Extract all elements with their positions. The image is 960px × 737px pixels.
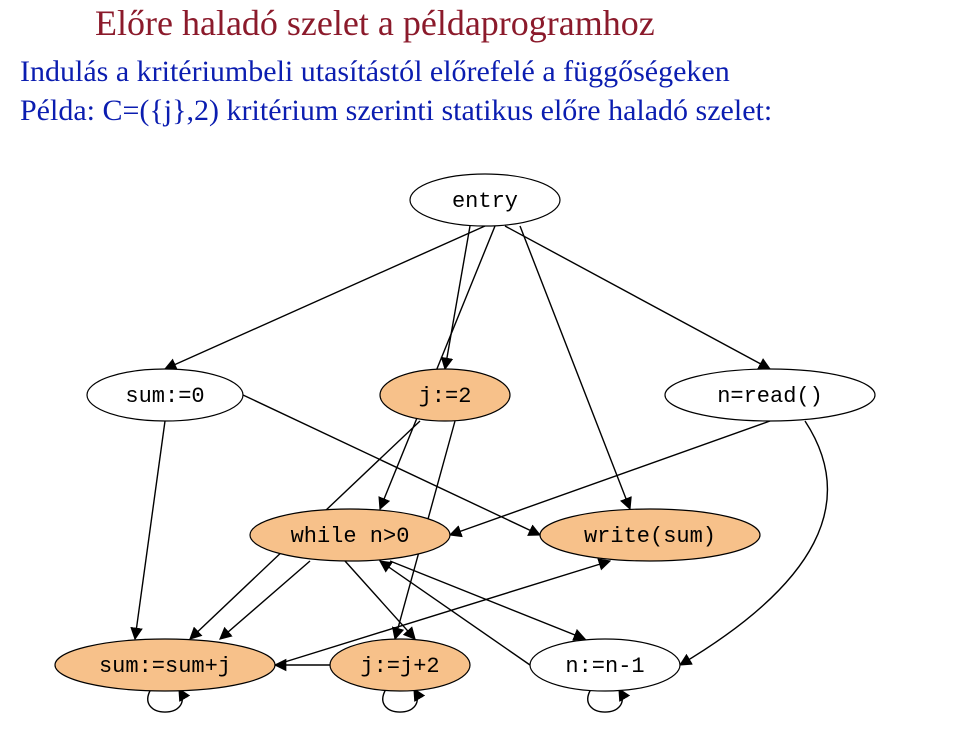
edge-entry-write bbox=[520, 226, 630, 509]
node-label-sumsumj: sum:=sum+j bbox=[99, 654, 231, 679]
node-label-while: while n>0 bbox=[291, 524, 410, 549]
node-label-write: write(sum) bbox=[584, 524, 716, 549]
edge-nn1-nn1 bbox=[588, 689, 622, 712]
edge-while-nn1 bbox=[390, 561, 585, 639]
edge-entry-nread bbox=[505, 226, 770, 369]
edge-while-jj2 bbox=[345, 561, 415, 639]
edge-while-sumsumj bbox=[220, 561, 310, 639]
node-label-nn1: n:=n-1 bbox=[565, 654, 644, 679]
node-label-entry: entry bbox=[452, 189, 518, 214]
node-label-sum0: sum:=0 bbox=[125, 384, 204, 409]
node-label-j2: j:=2 bbox=[419, 384, 472, 409]
node-label-jj2: j:=j+2 bbox=[360, 654, 439, 679]
node-label-nread: n=read() bbox=[717, 384, 823, 409]
edge-jj2-jj2 bbox=[383, 689, 417, 712]
edge-sum0-sumsumj bbox=[135, 421, 165, 639]
edge-sumsumj-sumsumj bbox=[148, 689, 182, 712]
edge-entry-sum0 bbox=[165, 226, 485, 369]
edge-entry-while bbox=[380, 226, 495, 509]
dependency-graph: entry sum:=0 j:=2 n=read() while n>0 write(su… bbox=[0, 0, 960, 737]
